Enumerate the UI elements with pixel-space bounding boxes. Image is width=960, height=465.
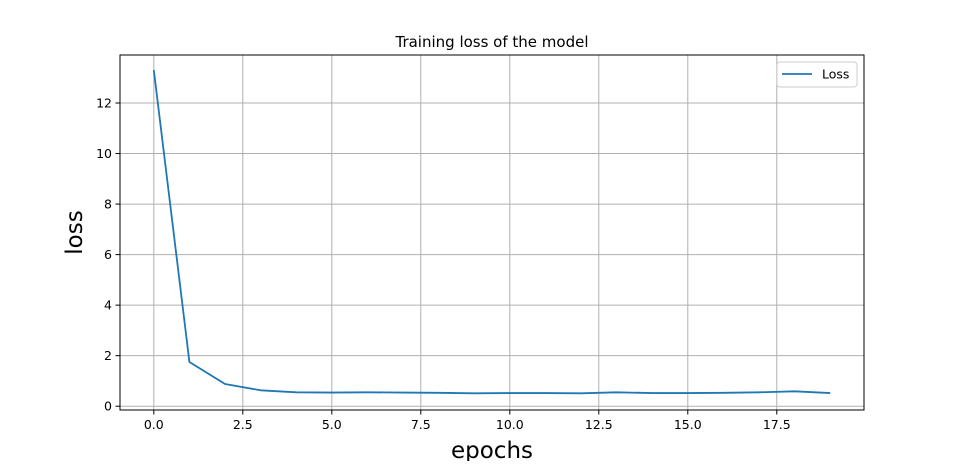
- legend-box: [776, 61, 858, 88]
- x-tick-label: 15.0: [674, 417, 702, 432]
- grid-lines: [120, 55, 864, 410]
- series-layer: [152, 70, 831, 395]
- x-tick-label: 5.0: [322, 417, 342, 432]
- chart-title: Training loss of the model: [394, 33, 588, 51]
- y-tick-label: 2: [104, 348, 112, 363]
- x-tick-label: 12.5: [585, 417, 613, 432]
- y-tick-label: 0: [104, 399, 112, 414]
- y-tick-label: 10: [96, 146, 112, 161]
- y-tick-label: 12: [96, 96, 112, 111]
- x-axis-label: epochs: [451, 438, 533, 461]
- legend: Loss: [776, 61, 858, 88]
- x-tick-label: 17.5: [763, 417, 791, 432]
- x-tick-label: 10.0: [496, 417, 524, 432]
- y-tick-label: 8: [104, 197, 112, 212]
- plot-area-frame: [119, 54, 865, 411]
- x-tick-label: 7.5: [411, 417, 431, 432]
- legend-label-loss: Loss: [822, 67, 849, 82]
- x-tick-label: 2.5: [233, 417, 253, 432]
- y-axis-label: loss: [62, 210, 88, 254]
- series-line-loss: [152, 70, 831, 395]
- y-axis-ticks: 0 2 4 6 8 10 12: [96, 96, 120, 414]
- x-axis-ticks: 0.0 2.5 5.0 7.5 10.0 12.5 15.0 17.5: [144, 410, 791, 432]
- x-tick-label: 0.0: [144, 417, 164, 432]
- y-tick-label: 4: [104, 298, 112, 313]
- y-tick-label: 6: [104, 247, 112, 262]
